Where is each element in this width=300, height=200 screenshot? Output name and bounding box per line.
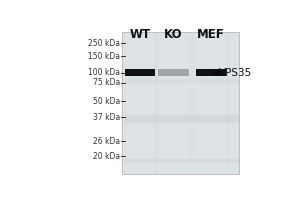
Text: 75 kDa: 75 kDa — [93, 78, 120, 87]
Bar — [125, 159, 238, 163]
Bar — [125, 79, 238, 83]
Text: MEF: MEF — [197, 28, 225, 41]
Text: 50 kDa: 50 kDa — [93, 97, 120, 106]
Bar — [125, 69, 155, 76]
Bar — [158, 69, 189, 76]
Bar — [122, 32, 238, 174]
Text: 250 kDa: 250 kDa — [88, 39, 120, 48]
Text: WT: WT — [129, 28, 150, 41]
Text: VPS35: VPS35 — [219, 68, 252, 78]
Bar — [196, 69, 226, 76]
Text: 26 kDa: 26 kDa — [93, 137, 120, 146]
Text: 37 kDa: 37 kDa — [93, 113, 120, 122]
Text: 150 kDa: 150 kDa — [88, 52, 120, 61]
Text: 100 kDa: 100 kDa — [88, 68, 120, 77]
Text: 20 kDa: 20 kDa — [93, 152, 120, 161]
Text: KO: KO — [164, 28, 183, 41]
Bar — [125, 115, 238, 123]
